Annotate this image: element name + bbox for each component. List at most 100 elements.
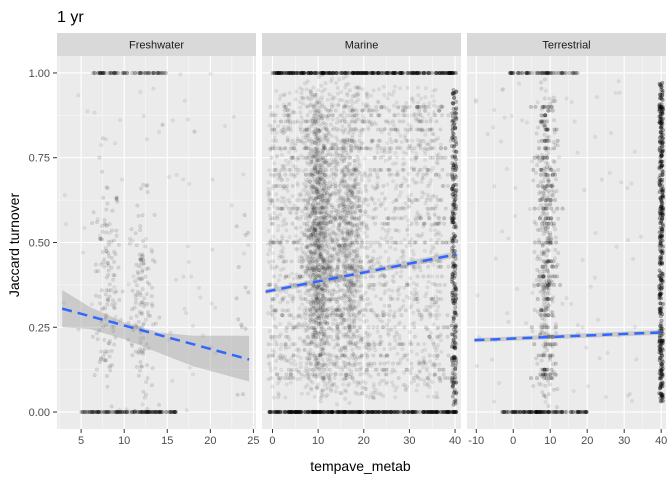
- data-point: [137, 349, 142, 354]
- data-point: [343, 99, 349, 104]
- data-point: [407, 240, 413, 245]
- data-point: [320, 155, 325, 160]
- data-point: [289, 172, 294, 177]
- data-point: [341, 235, 347, 240]
- data-point: [94, 367, 99, 372]
- data-point: [265, 252, 271, 257]
- data-point: [106, 288, 111, 293]
- data-point: [333, 183, 338, 188]
- data-point: [318, 353, 323, 358]
- data-point: [114, 409, 119, 415]
- data-point: [108, 368, 113, 373]
- data-point: [396, 288, 401, 293]
- data-point: [266, 228, 271, 234]
- data-point: [407, 330, 412, 335]
- data-point: [141, 389, 146, 394]
- data-point: [371, 395, 376, 400]
- data-point: [182, 306, 187, 311]
- data-point: [112, 342, 117, 347]
- data-point: [384, 353, 390, 358]
- data-point: [172, 409, 177, 415]
- data-point: [273, 167, 278, 172]
- data-point: [137, 310, 142, 315]
- data-point: [294, 325, 299, 330]
- data-point: [382, 291, 387, 296]
- data-point: [99, 262, 104, 267]
- data-point: [364, 240, 370, 245]
- data-point: [316, 309, 321, 314]
- data-point: [266, 206, 271, 211]
- data-point: [417, 108, 422, 113]
- data-point: [417, 310, 422, 315]
- data-point: [223, 123, 228, 128]
- data-point: [99, 237, 105, 242]
- data-point: [395, 259, 400, 264]
- data-point: [111, 304, 117, 310]
- data-point: [310, 104, 315, 109]
- data-point: [344, 376, 349, 381]
- data-point: [310, 264, 315, 269]
- data-point: [279, 128, 285, 133]
- data-point: [300, 302, 305, 307]
- data-point: [82, 225, 87, 230]
- data-point: [382, 127, 387, 132]
- data-point: [111, 298, 116, 303]
- data-point: [324, 216, 329, 221]
- data-point: [381, 394, 386, 399]
- data-point: [112, 306, 117, 311]
- data-point: [392, 346, 397, 351]
- data-point: [410, 321, 415, 327]
- data-point: [103, 246, 108, 251]
- data-point: [102, 337, 107, 342]
- data-point: [129, 227, 134, 232]
- data-point: [153, 409, 158, 415]
- data-point: [149, 70, 154, 76]
- data-point: [318, 221, 323, 226]
- data-point: [105, 302, 110, 307]
- data-point: [143, 392, 148, 397]
- data-point: [310, 274, 315, 279]
- point-layer: [61, 70, 251, 415]
- data-point: [407, 296, 412, 301]
- data-point: [271, 240, 276, 245]
- data-point: [354, 91, 359, 96]
- data-point: [310, 177, 315, 182]
- data-point: [270, 384, 275, 389]
- data-point: [115, 199, 120, 204]
- data-point: [103, 316, 108, 321]
- data-point: [276, 395, 281, 400]
- data-point: [312, 342, 317, 347]
- data-point: [120, 409, 125, 415]
- x-tick-label: 10: [312, 435, 324, 447]
- data-point: [304, 308, 309, 313]
- data-point: [405, 357, 410, 362]
- data-point: [299, 214, 304, 219]
- data-point: [307, 138, 312, 143]
- data-point: [402, 370, 407, 375]
- data-point: [117, 408, 122, 413]
- data-point: [105, 260, 110, 265]
- data-point: [144, 409, 149, 415]
- data-point: [376, 197, 381, 203]
- data-point: [435, 157, 440, 162]
- data-point: [299, 391, 304, 396]
- data-point: [407, 104, 412, 109]
- data-point: [357, 345, 362, 351]
- data-point: [271, 138, 276, 143]
- data-point: [368, 93, 374, 98]
- data-point: [286, 367, 291, 372]
- data-point: [438, 338, 443, 343]
- data-point: [90, 409, 95, 415]
- data-point: [82, 409, 87, 415]
- data-point: [139, 311, 144, 317]
- data-point: [346, 100, 351, 105]
- data-point: [304, 87, 309, 92]
- data-point: [112, 70, 117, 76]
- data-point: [295, 171, 300, 176]
- data-point: [187, 181, 192, 186]
- data-point: [390, 179, 396, 184]
- data-point: [358, 279, 363, 284]
- data-point: [408, 257, 413, 262]
- data-point: [278, 146, 283, 151]
- data-point: [319, 308, 324, 313]
